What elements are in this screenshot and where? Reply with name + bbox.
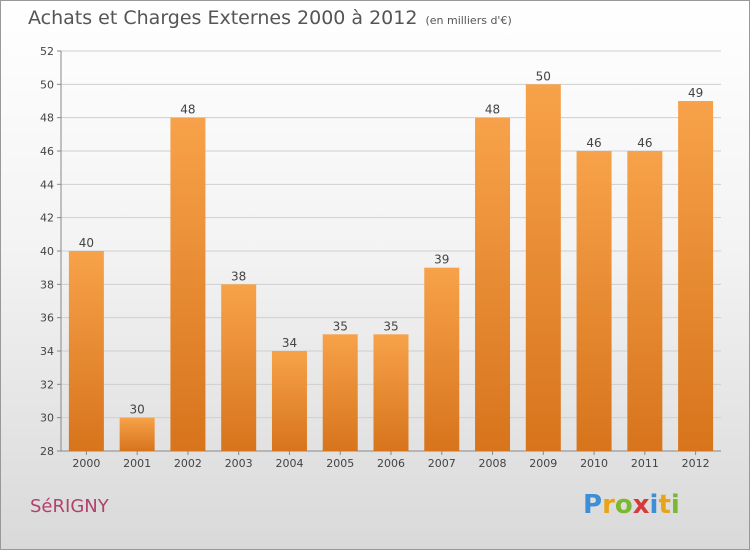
y-tick-label: 36 xyxy=(40,312,54,325)
y-tick-label: 32 xyxy=(40,378,54,391)
logo-letter: i xyxy=(670,490,680,520)
chart-title: Achats et Charges Externes 2000 à 2012 (e… xyxy=(28,7,512,29)
bars xyxy=(68,84,714,452)
bar-value-label: 35 xyxy=(333,319,348,333)
bar-2009 xyxy=(525,84,561,451)
bar-value-label: 48 xyxy=(485,103,500,117)
bar-2010 xyxy=(576,151,612,451)
bar-2002 xyxy=(170,117,206,452)
bar-2012 xyxy=(678,101,714,451)
bar-value-label: 34 xyxy=(282,336,297,350)
x-tick-label: 2005 xyxy=(326,457,354,470)
bar-2004 xyxy=(271,351,307,451)
logo-letter: i xyxy=(649,490,659,520)
bar-2008 xyxy=(475,117,511,452)
x-tick-label: 2000 xyxy=(72,457,100,470)
y-tick-label: 40 xyxy=(40,245,54,258)
y-tick-label: 42 xyxy=(40,212,54,225)
x-tick-label: 2009 xyxy=(529,457,557,470)
bar-2003 xyxy=(221,284,257,451)
labels: 28 30 32 34 36 38 40 42 44 46 48 50 52 40 2000 30 2001 48… xyxy=(40,45,710,470)
bar-2006 xyxy=(373,334,409,451)
y-tick-label: 52 xyxy=(40,45,54,58)
y-tick-label: 50 xyxy=(40,78,54,91)
x-tick-label: 2012 xyxy=(682,457,710,470)
logo-letter: P xyxy=(583,490,603,520)
logo-letter: o xyxy=(614,490,633,520)
bar-value-label: 49 xyxy=(688,86,703,100)
y-tick-label: 34 xyxy=(40,345,54,358)
bar-value-label: 40 xyxy=(79,236,94,250)
x-tick-label: 2006 xyxy=(377,457,405,470)
bar-value-label: 46 xyxy=(637,136,652,150)
bar-value-label: 30 xyxy=(130,403,145,417)
x-tick-label: 2011 xyxy=(631,457,659,470)
y-tick-label: 46 xyxy=(40,145,54,158)
bar-value-label: 50 xyxy=(536,69,551,83)
logo-letter: t xyxy=(658,490,671,520)
bar-value-label: 39 xyxy=(434,253,449,267)
y-tick-label: 30 xyxy=(40,412,54,425)
bar-value-label: 35 xyxy=(383,319,398,333)
bar-2000 xyxy=(68,251,104,451)
x-tick-label: 2007 xyxy=(428,457,456,470)
title-text: Achats et Charges Externes 2000 à 2012 xyxy=(28,7,418,29)
x-tick-label: 2010 xyxy=(580,457,608,470)
bar-value-label: 38 xyxy=(231,269,246,283)
y-tick-label: 44 xyxy=(40,178,54,191)
bar-value-label: 46 xyxy=(586,136,601,150)
bar-2001 xyxy=(119,417,155,451)
bar-2005 xyxy=(322,334,358,451)
x-tick-label: 2008 xyxy=(479,457,507,470)
bar-value-label: 48 xyxy=(180,103,195,117)
logo-letter: r xyxy=(602,490,615,520)
x-tick-label: 2004 xyxy=(275,457,303,470)
y-tick-label: 28 xyxy=(40,445,54,458)
y-tick-label: 48 xyxy=(40,112,54,125)
x-tick-label: 2002 xyxy=(174,457,202,470)
bar-2007 xyxy=(424,267,460,451)
bar-2011 xyxy=(627,151,663,451)
x-tick-label: 2003 xyxy=(225,457,253,470)
proxiti-logo[interactable]: Proxiti xyxy=(583,490,680,520)
y-tick-label: 38 xyxy=(40,278,54,291)
x-tick-label: 2001 xyxy=(123,457,151,470)
commune-name: SéRIGNY xyxy=(30,496,109,517)
unit-note: (en milliers d'€) xyxy=(425,14,512,27)
logo-letter: x xyxy=(632,490,650,520)
